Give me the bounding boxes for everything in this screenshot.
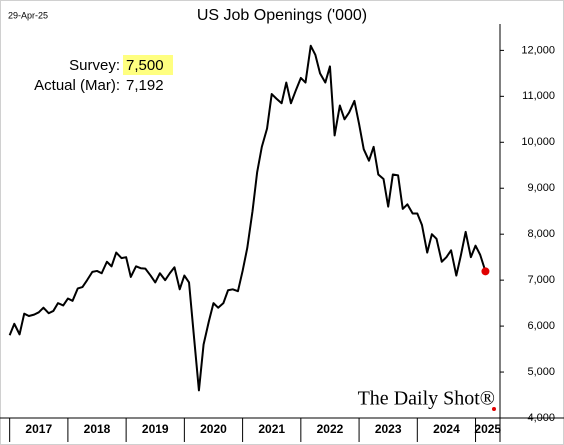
actual-value: 7,192 [126,77,164,94]
survey-highlight [123,55,173,75]
date: 29-Apr-25 [8,10,48,20]
watermark-dot [492,407,496,411]
survey-label: Survey: [69,57,120,74]
actual-label: Actual (Mar): [34,77,120,94]
chart-title: US Job Openings ('000) [197,7,367,24]
line [8,44,487,392]
x-tick-label: 2023 [375,422,402,436]
y-tick-label: 12,000 [521,44,555,56]
y-tick-label: 9,000 [527,182,555,194]
last-point [481,267,490,276]
watermark: The Daily Shot® [358,388,495,410]
y-tick-label: 11,000 [522,90,555,102]
y-tick-label: 5,000 [527,366,555,378]
x-tick-label: 2022 [317,422,344,436]
x-tick-label: 2021 [258,422,285,436]
y-tick-label: 10,000 [521,136,555,148]
x-tick-label: 2020 [200,422,227,436]
y-tick-label: 6,000 [527,320,555,332]
x-tick-label: 2025 [474,422,501,436]
x-tick-label: 2024 [433,422,460,436]
x-tick-label: 2019 [142,422,169,436]
y-tick-label: 7,000 [527,274,555,286]
y-tick-label: 4,000 [527,412,555,424]
y-tick-label: 8,000 [527,228,555,240]
x-tick-label: 2017 [25,422,52,436]
x-tick-label: 2018 [84,422,111,436]
survey-value: 7,500 [126,57,164,74]
